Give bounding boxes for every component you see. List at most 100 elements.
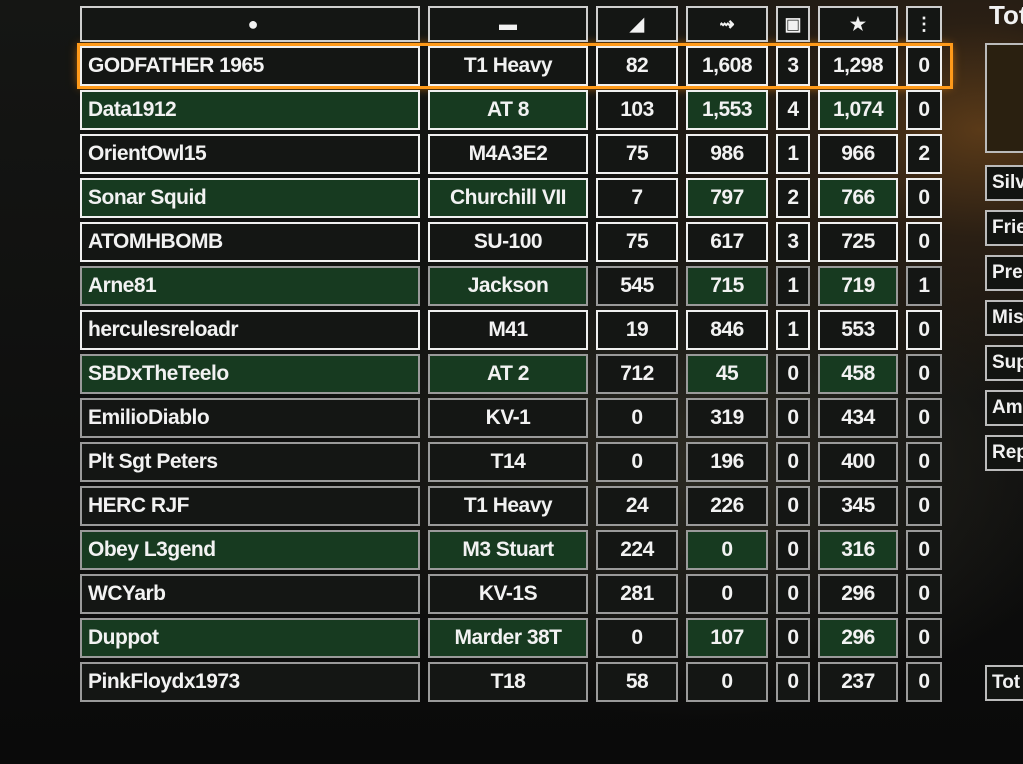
player-name: Data1912: [80, 90, 420, 130]
vehicle-name: T18: [428, 662, 588, 702]
player-name: Arne81: [80, 266, 420, 306]
medal-icon[interactable]: ⋮: [906, 6, 942, 42]
stat-col1: 0: [596, 618, 678, 658]
player-row[interactable]: GODFATHER 1965 T1 Heavy 82 1,608 3 1,298 0: [77, 43, 953, 89]
player-name: EmilioDiablo: [80, 398, 420, 438]
stat-xp: 296: [818, 574, 898, 614]
vehicle-name: T14: [428, 442, 588, 482]
shield-icon[interactable]: ◢: [596, 6, 678, 42]
stat-col1: 19: [596, 310, 678, 350]
stat-col1: 75: [596, 222, 678, 262]
stat-damage: 846: [686, 310, 768, 350]
stat-kills: 0: [776, 486, 810, 526]
player-name: OrientOwl15: [80, 134, 420, 174]
stat-medals: 0: [906, 618, 942, 658]
stat-damage: 0: [686, 662, 768, 702]
stat-xp: 553: [818, 310, 898, 350]
stat-col1: 545: [596, 266, 678, 306]
stat-damage: 617: [686, 222, 768, 262]
stat-medals: 0: [906, 442, 942, 482]
stat-kills: 0: [776, 354, 810, 394]
player-name: WCYarb: [80, 574, 420, 614]
stat-medals: 0: [906, 398, 942, 438]
player-name: herculesreloadr: [80, 310, 420, 350]
stat-kills: 1: [776, 310, 810, 350]
stat-xp: 966: [818, 134, 898, 174]
side-item: Am: [985, 390, 1023, 426]
player-row[interactable]: ATOMHBOMB SU-100 75 617 3 725 0: [80, 222, 950, 262]
stat-damage: 797: [686, 178, 768, 218]
stat-medals: 0: [906, 662, 942, 702]
player-row[interactable]: SBDxTheTeelo AT 2 712 45 0 458 0: [80, 354, 950, 394]
stat-col1: 75: [596, 134, 678, 174]
player-row[interactable]: herculesreloadr M41 19 846 1 553 0: [80, 310, 950, 350]
stat-medals: 0: [906, 310, 942, 350]
tank-kills-icon[interactable]: ▣: [776, 6, 810, 42]
stat-medals: 0: [906, 90, 942, 130]
player-row[interactable]: WCYarb KV-1S 281 0 0 296 0: [80, 574, 950, 614]
side-item: Rep: [985, 435, 1023, 471]
player-name: HERC RJF: [80, 486, 420, 526]
stat-medals: 0: [906, 222, 942, 262]
player-row[interactable]: Data1912 AT 8 103 1,553 4 1,074 0: [80, 90, 950, 130]
stat-damage: 715: [686, 266, 768, 306]
stat-kills: 3: [776, 46, 810, 86]
stat-xp: 766: [818, 178, 898, 218]
player-row[interactable]: Arne81 Jackson 545 715 1 719 1: [80, 266, 950, 306]
vehicle-name: M3 Stuart: [428, 530, 588, 570]
player-name: PinkFloydx1973: [80, 662, 420, 702]
person-icon[interactable]: ●: [80, 6, 420, 42]
star-icon[interactable]: ★: [818, 6, 898, 42]
stat-col1: 0: [596, 398, 678, 438]
player-rows: GODFATHER 1965 T1 Heavy 82 1,608 3 1,298 0 Data…: [77, 43, 953, 702]
player-row[interactable]: EmilioDiablo KV-1 0 319 0 434 0: [80, 398, 950, 438]
player-row[interactable]: HERC RJF T1 Heavy 24 226 0 345 0: [80, 486, 950, 526]
vehicle-name: M4A3E2: [428, 134, 588, 174]
stat-kills: 1: [776, 266, 810, 306]
vehicle-name: SU-100: [428, 222, 588, 262]
player-name: SBDxTheTeelo: [80, 354, 420, 394]
stat-damage: 107: [686, 618, 768, 658]
stat-medals: 0: [906, 46, 942, 86]
player-row[interactable]: Duppot Marder 38T 0 107 0 296 0: [80, 618, 950, 658]
stat-damage: 986: [686, 134, 768, 174]
vehicle-name: KV-1S: [428, 574, 588, 614]
stat-medals: 2: [906, 134, 942, 174]
stat-damage: 45: [686, 354, 768, 394]
stat-xp: 296: [818, 618, 898, 658]
vehicle-name: KV-1: [428, 398, 588, 438]
vehicle-name: Marder 38T: [428, 618, 588, 658]
player-row[interactable]: PinkFloydx1973 T18 58 0 0 237 0: [80, 662, 950, 702]
player-row[interactable]: Obey L3gend M3 Stuart 224 0 0 316 0: [80, 530, 950, 570]
stat-kills: 0: [776, 662, 810, 702]
stat-kills: 1: [776, 134, 810, 174]
player-name: Plt Sgt Peters: [80, 442, 420, 482]
stat-kills: 0: [776, 530, 810, 570]
player-row[interactable]: Sonar Squid Churchill VII 7 797 2 766 0: [80, 178, 950, 218]
stat-kills: 0: [776, 442, 810, 482]
stat-col1: 281: [596, 574, 678, 614]
stat-kills: 4: [776, 90, 810, 130]
tank-icon[interactable]: ▬: [428, 6, 588, 42]
side-item: Mis: [985, 300, 1023, 336]
stat-xp: 458: [818, 354, 898, 394]
side-panel: Tot Silv Frie Pren Mis Sup Am Rep Tot: [985, 0, 1023, 701]
side-item: Sup: [985, 345, 1023, 381]
player-row[interactable]: OrientOwl15 M4A3E2 75 986 1 966 2: [80, 134, 950, 174]
side-item: Frie: [985, 210, 1023, 246]
stat-kills: 0: [776, 398, 810, 438]
stat-medals: 0: [906, 530, 942, 570]
stat-xp: 345: [818, 486, 898, 526]
stat-col1: 103: [596, 90, 678, 130]
stat-kills: 3: [776, 222, 810, 262]
stat-kills: 0: [776, 574, 810, 614]
side-item: Pren: [985, 255, 1023, 291]
stat-kills: 0: [776, 618, 810, 658]
stat-damage: 1,553: [686, 90, 768, 130]
stat-xp: 1,298: [818, 46, 898, 86]
stat-damage: 226: [686, 486, 768, 526]
gun-damage-icon[interactable]: ⇝: [686, 6, 768, 42]
side-image: [985, 43, 1023, 153]
stat-xp: 316: [818, 530, 898, 570]
player-row[interactable]: Plt Sgt Peters T14 0 196 0 400 0: [80, 442, 950, 482]
